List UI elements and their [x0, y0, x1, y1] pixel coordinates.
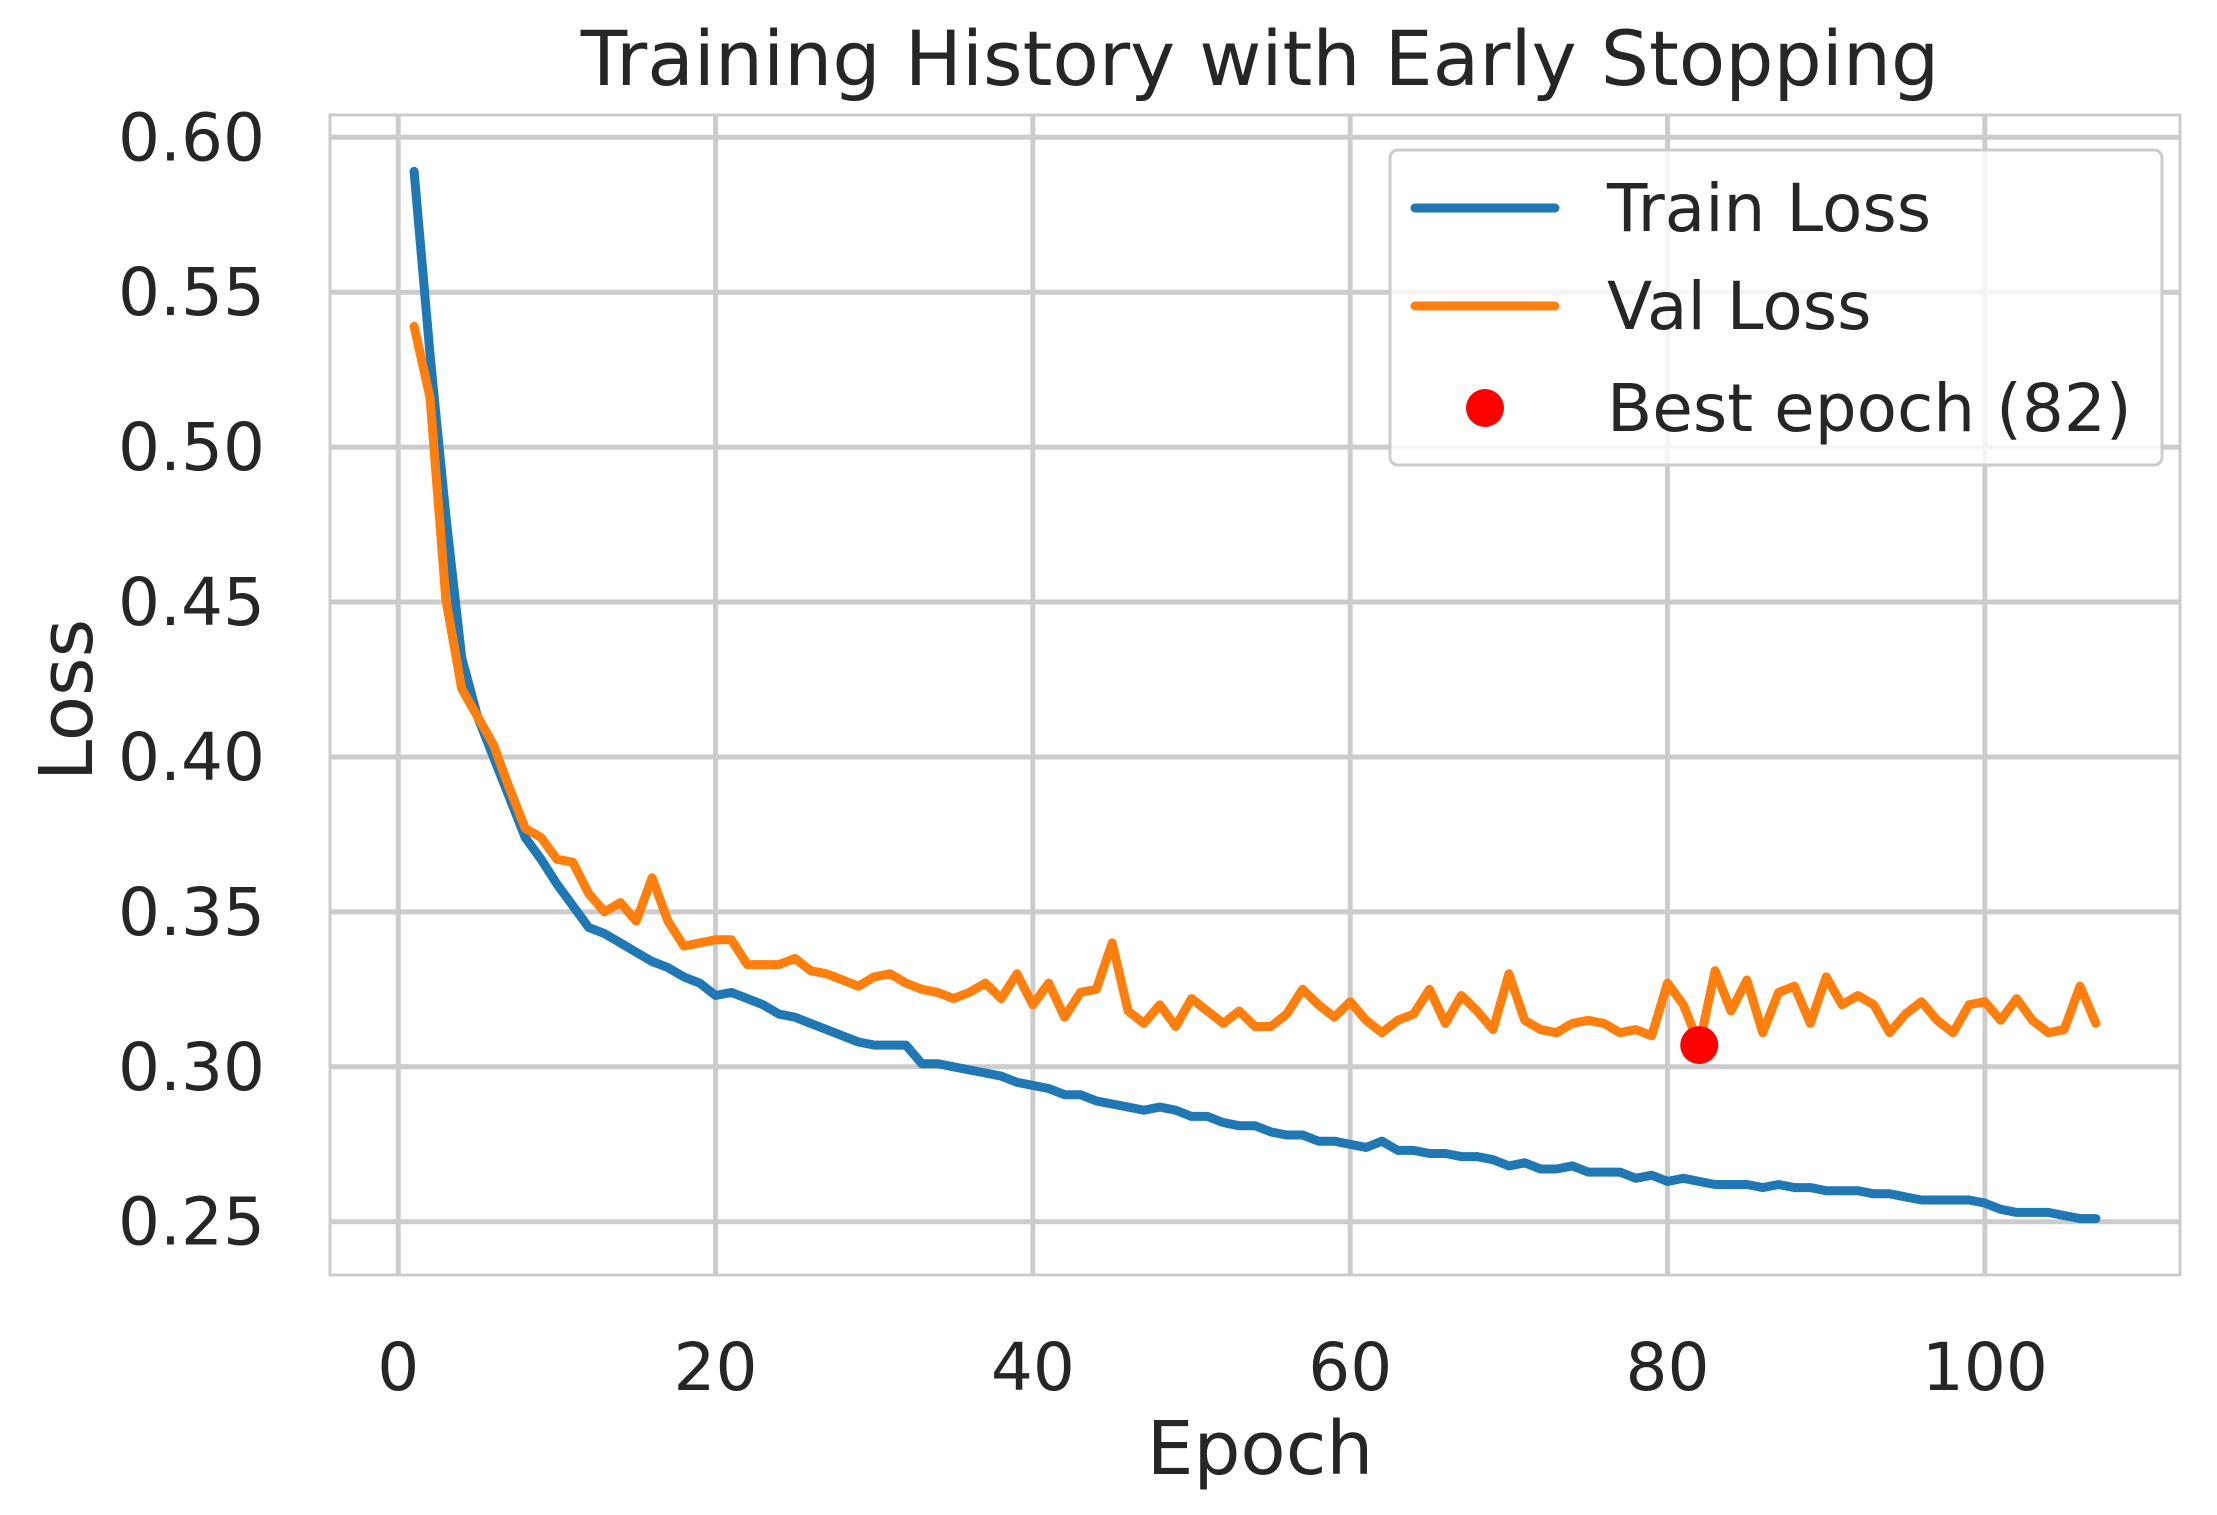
x-tick-label: 0: [377, 1329, 419, 1406]
y-tick-label: 0.55: [118, 254, 265, 331]
chart-title: Training History with Early Stopping: [580, 14, 1940, 103]
x-tick-label: 40: [991, 1329, 1075, 1406]
y-tick-label: 0.60: [118, 99, 265, 176]
y-tick-label: 0.45: [118, 564, 265, 641]
markers: [1680, 1026, 1719, 1065]
x-axis-label: Epoch: [1147, 1406, 1374, 1492]
x-axis-ticks: 0 20 40 60 80 100: [377, 1329, 2048, 1406]
x-tick-label: 20: [674, 1329, 758, 1406]
best-epoch-marker: [1680, 1026, 1719, 1065]
legend-box: [1388, 148, 2164, 467]
x-tick-label: 60: [1308, 1329, 1392, 1406]
y-axis-ticks: 0.25 0.30 0.35 0.40 0.45 0.50 0.55 0.60: [118, 99, 265, 1260]
y-tick-label: 0.35: [118, 874, 265, 951]
series-val-loss-line: [409, 321, 2101, 1050]
legend-train-loss-label: Train Loss: [1606, 170, 1931, 247]
legend-best-epoch-label: Best epoch (82): [1607, 370, 2132, 447]
y-tick-label: 0.25: [118, 1184, 265, 1261]
legend-best-epoch-swatch: [1466, 389, 1504, 427]
x-tick-label: 80: [1626, 1329, 1710, 1406]
y-tick-label: 0.40: [118, 719, 265, 796]
series-train-loss-line: [409, 166, 2101, 1224]
x-tick-label: 100: [1922, 1329, 2048, 1406]
legend: Train Loss Val Loss Best epoch (82): [1388, 148, 2164, 467]
y-tick-label: 0.30: [118, 1029, 265, 1106]
series-lines: [409, 166, 2101, 1224]
y-axis-label: Loss: [24, 619, 110, 781]
y-tick-label: 0.50: [118, 409, 265, 486]
legend-val-loss-label: Val Loss: [1607, 268, 1872, 345]
